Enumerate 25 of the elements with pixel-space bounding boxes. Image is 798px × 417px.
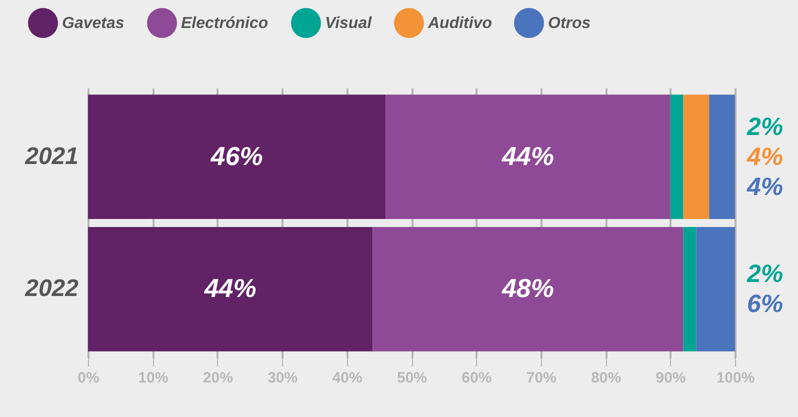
data-label: 6% — [747, 290, 784, 318]
bar — [88, 226, 373, 352]
bar — [372, 226, 684, 352]
data-label: 2% — [746, 112, 784, 141]
legend-label: Gavetas — [62, 15, 124, 32]
y-tick-label: 2022 — [24, 275, 80, 302]
y-tick-label: 2021 — [24, 142, 78, 170]
bar — [696, 226, 735, 352]
legend-label: Auditivo — [427, 15, 492, 32]
legend-label: Otros — [548, 15, 591, 32]
data-label: 44% — [500, 140, 554, 171]
bar — [709, 94, 735, 220]
data-label: 4% — [746, 142, 784, 171]
bar — [386, 94, 670, 220]
legend-label: Visual — [325, 15, 372, 32]
bar — [88, 94, 386, 220]
data-label: 46% — [210, 140, 263, 171]
bar — [670, 94, 684, 220]
bar — [683, 94, 710, 220]
data-label: 4% — [746, 172, 784, 201]
bar — [683, 226, 696, 352]
data-label: 44% — [203, 273, 256, 304]
legend-label: Electrónico — [181, 15, 268, 32]
data-label: 2% — [746, 260, 784, 288]
data-label: 48% — [500, 273, 554, 304]
